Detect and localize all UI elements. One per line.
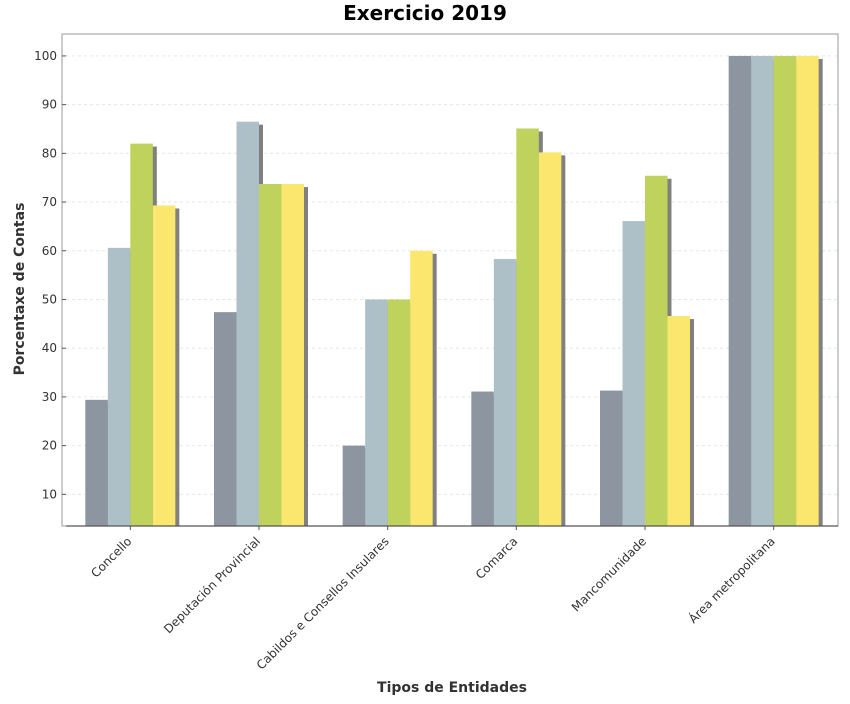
y-tick-label: 90 xyxy=(42,98,57,112)
bar xyxy=(773,55,797,527)
bar xyxy=(130,143,153,527)
bar xyxy=(85,399,108,526)
bar xyxy=(622,221,645,526)
y-tick-label: 40 xyxy=(42,341,57,355)
bar xyxy=(667,316,690,526)
x-axis-label: Tipos de Entidades xyxy=(377,680,527,696)
x-tick-label: Mancomunidade xyxy=(569,534,649,614)
y-tick-labels: 10 20 30 40 50 60 70 80 90 100 xyxy=(34,49,57,501)
y-tick-label: 50 xyxy=(42,292,57,306)
y-axis-label: Porcentaxe de Contas xyxy=(12,203,28,376)
bar xyxy=(751,55,774,527)
x-tick-label: Comarca xyxy=(473,534,521,582)
y-tick-label: 80 xyxy=(42,146,57,160)
y-tick-label: 70 xyxy=(42,195,57,209)
y-tick-label: 10 xyxy=(42,487,57,501)
bar xyxy=(728,55,752,527)
x-tick-label: Área metropolitana xyxy=(685,534,778,627)
y-tick-label: 60 xyxy=(42,244,57,258)
bar xyxy=(152,205,176,526)
axes xyxy=(61,33,839,530)
y-tick-label: 100 xyxy=(34,49,57,63)
bars xyxy=(85,55,823,527)
bar xyxy=(645,175,668,526)
bar xyxy=(236,121,259,526)
bar xyxy=(600,390,623,526)
bar xyxy=(281,184,304,526)
grid-lines xyxy=(66,55,838,495)
x-tick-label: Deputación Provincial xyxy=(161,534,263,636)
bar xyxy=(538,152,562,526)
bar xyxy=(387,299,411,526)
bar xyxy=(516,128,539,526)
y-tick-label: 20 xyxy=(42,439,57,453)
chart-title: Exercicio 2019 xyxy=(343,1,507,25)
bar xyxy=(342,445,366,526)
bar xyxy=(107,247,131,527)
bar xyxy=(471,391,494,526)
bar xyxy=(259,184,282,526)
bar xyxy=(796,55,819,527)
bar xyxy=(214,312,237,526)
y-tick-label: 30 xyxy=(42,390,57,404)
bar xyxy=(493,259,517,526)
x-tick-label: Concello xyxy=(88,534,134,580)
bar xyxy=(365,299,388,526)
bar xyxy=(410,250,433,526)
x-tick-label: Cabildos e Consellos Insulares xyxy=(254,534,392,672)
